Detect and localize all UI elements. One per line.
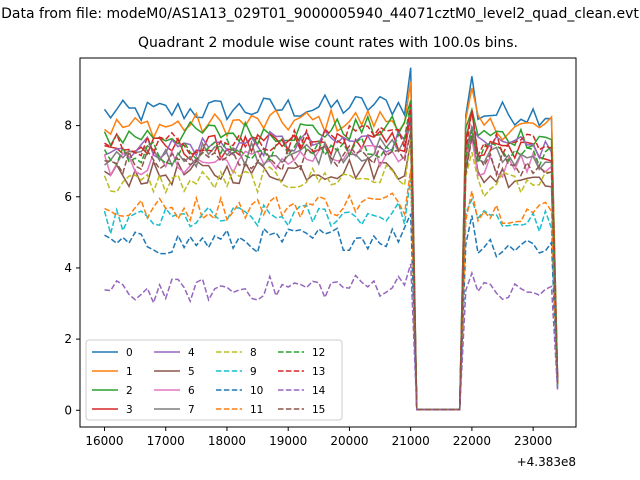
series-line-10: [104, 213, 559, 411]
legend-label-5: 5: [188, 366, 195, 378]
series-line-8: [103, 139, 559, 411]
legend-label-14: 14: [312, 385, 326, 397]
legend-label-11: 11: [250, 404, 263, 416]
x-tick-label: 20000: [330, 434, 368, 448]
figure-suptitle: Data from file: modeM0/AS1A13_029T01_900…: [1, 6, 639, 22]
series-line-12: [103, 102, 559, 411]
x-tick-label: 22000: [453, 434, 491, 448]
legend-label-12: 12: [312, 347, 325, 359]
x-tick-label: 19000: [269, 434, 307, 448]
series-line-1: [104, 81, 559, 411]
x-tick-label: 16000: [85, 434, 123, 448]
legend-label-3: 3: [126, 404, 133, 416]
y-tick-label: 4: [64, 261, 72, 275]
series-line-5: [104, 135, 559, 411]
legend-label-13: 13: [312, 366, 325, 378]
series-line-2: [103, 100, 559, 411]
legend-label-8: 8: [250, 347, 257, 359]
plot-frame: [79, 57, 577, 428]
legend-label-2: 2: [126, 385, 133, 397]
x-axis: 16000 17000 18000 19000 20000 21000 22000 23000: [85, 427, 552, 448]
legend-label-0: 0: [126, 347, 133, 359]
legend-box: [85, 339, 343, 421]
legend-label-9: 9: [250, 366, 257, 378]
legend-label-10: 10: [250, 385, 263, 397]
legend-label-1: 1: [126, 366, 133, 378]
y-tick-label: 8: [64, 119, 72, 133]
series-line-13: [104, 104, 559, 411]
x-tick-label: 21000: [392, 434, 430, 448]
legend-label-7: 7: [188, 404, 195, 416]
y-axis: 0 2 4 6 8: [64, 119, 80, 417]
legend-label-4: 4: [188, 347, 195, 359]
series-line-11: [104, 169, 559, 411]
series-line-4: [104, 112, 559, 411]
y-tick-label: 2: [64, 332, 72, 346]
x-tick-label: 23000: [514, 434, 552, 448]
x-offset-label: +4.383e8: [517, 455, 576, 469]
legend-label-6: 6: [188, 385, 195, 397]
legend-label-15: 15: [312, 404, 325, 416]
x-tick-label: 17000: [147, 434, 185, 448]
chart-title: Quadrant 2 module wise count rates with …: [138, 35, 518, 51]
series-lines: [103, 67, 559, 411]
series-line-3: [104, 110, 559, 411]
y-tick-label: 0: [64, 403, 72, 417]
y-tick-label: 6: [64, 190, 72, 204]
x-tick-label: 18000: [208, 434, 246, 448]
series-line-15: [104, 131, 559, 411]
